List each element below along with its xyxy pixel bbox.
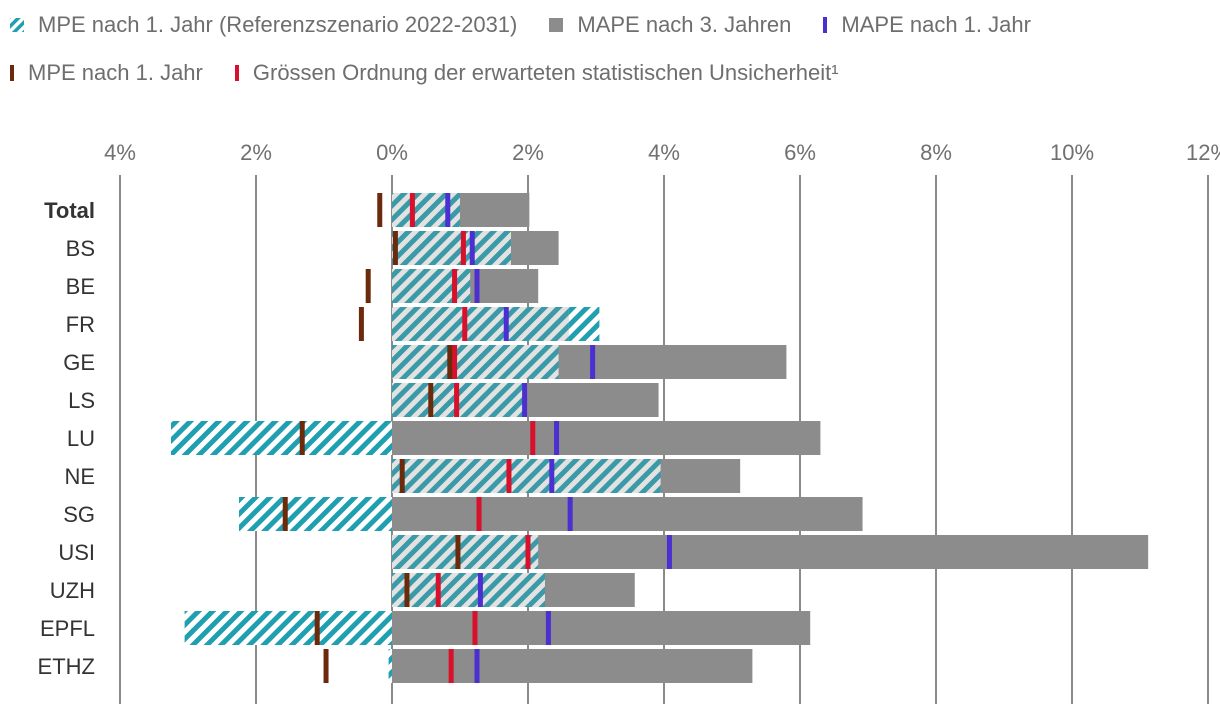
legend-label-mape1: MAPE nach 1. Jahr	[841, 12, 1031, 37]
category-label: FR	[66, 312, 95, 337]
bar-mpe-referenz	[392, 231, 511, 265]
marker-unsicherheit	[435, 573, 441, 607]
marker-mpe-1-jahr	[392, 231, 398, 265]
purple-tick-icon	[823, 17, 828, 33]
marker-unsicherheit	[476, 497, 482, 531]
marker-unsicherheit	[452, 345, 458, 379]
category-labels: Total BS BE FR GE LS LU NE SG USI UZH EPFL ETHZ	[38, 198, 95, 679]
bars-layer	[171, 193, 1149, 683]
bar-mape-3-jahre	[392, 649, 753, 683]
marker-mpe-1-jahr	[447, 345, 453, 379]
legend-item-mape3: MAPE nach 3. Jahren	[547, 12, 791, 38]
marker-mape-1-jahr	[545, 611, 551, 645]
x-tick-label: 2%	[240, 140, 272, 165]
x-tick-label: 6%	[784, 140, 816, 165]
x-tick-label: 0%	[376, 140, 408, 165]
marker-mape-1-jahr	[666, 535, 672, 569]
category-label: GE	[63, 350, 95, 375]
marker-mape-1-jahr	[522, 383, 528, 417]
category-label: LU	[67, 426, 95, 451]
marker-unsicherheit	[448, 649, 454, 683]
category-label: LS	[68, 388, 95, 413]
x-tick-label: 10%	[1050, 140, 1094, 165]
marker-mpe-1-jahr	[399, 459, 405, 493]
x-tick-label: 2%	[512, 140, 544, 165]
marker-unsicherheit	[460, 231, 466, 265]
category-label: BS	[66, 236, 95, 261]
bar-mape-3-jahre	[392, 611, 811, 645]
marker-mape-1-jahr	[567, 497, 573, 531]
marker-mpe-1-jahr	[323, 649, 329, 683]
marker-unsicherheit	[409, 193, 415, 227]
bar-mape-3-jahre	[392, 497, 863, 531]
marker-unsicherheit	[472, 611, 478, 645]
marker-mape-1-jahr	[503, 307, 509, 341]
category-label: EPFL	[40, 616, 95, 641]
markers-layer	[282, 193, 672, 683]
legend-item-mape1: MAPE nach 1. Jahr	[821, 12, 1031, 38]
bar-mpe-referenz	[388, 649, 392, 683]
legend-item-mpe1: MPE nach 1. Jahr	[8, 60, 203, 86]
legend-label-mpe-ref: MPE nach 1. Jahr (Referenzszenario 2022-…	[38, 12, 518, 37]
bar-mpe-referenz	[392, 269, 471, 303]
category-label: BE	[66, 274, 95, 299]
bar-mpe-referenz	[171, 421, 392, 455]
marker-mape-1-jahr	[554, 421, 560, 455]
category-label: Total	[44, 198, 95, 223]
marker-unsicherheit	[452, 269, 458, 303]
bar-mpe-referenz	[392, 307, 569, 341]
marker-mpe-1-jahr	[455, 535, 461, 569]
marker-mape-1-jahr	[474, 269, 480, 303]
bar-mpe-referenz	[392, 345, 559, 379]
marker-mpe-1-jahr	[358, 307, 364, 341]
legend-label-mpe1: MPE nach 1. Jahr	[28, 60, 203, 85]
x-tick-label: 8%	[920, 140, 952, 165]
marker-mpe-1-jahr	[377, 193, 383, 227]
marker-mpe-1-jahr	[428, 383, 434, 417]
category-label: USI	[58, 540, 95, 565]
marker-mape-1-jahr	[469, 231, 475, 265]
x-tick-label: 12%	[1186, 140, 1220, 165]
bar-mpe-referenz	[184, 611, 392, 645]
bar-mpe-referenz	[392, 459, 661, 493]
marker-mpe-1-jahr	[299, 421, 305, 455]
category-label: NE	[64, 464, 95, 489]
marker-unsicherheit	[525, 535, 531, 569]
axis-tick-labels: 4% 2% 0% 2% 4% 6% 8% 10% 12%	[104, 140, 1220, 165]
legend-item-mpe-ref: MPE nach 1. Jahr (Referenzszenario 2022-…	[8, 12, 517, 38]
marker-mpe-1-jahr	[314, 611, 320, 645]
bar-mpe-referenz	[392, 535, 539, 569]
legend-label-mape3: MAPE nach 3. Jahren	[577, 12, 792, 37]
x-tick-label: 4%	[648, 140, 680, 165]
bar-mpe-referenz	[392, 573, 545, 607]
marker-mpe-1-jahr	[282, 497, 288, 531]
x-tick-label: 4%	[104, 140, 136, 165]
legend-row-2: MPE nach 1. Jahr Grössen Ordnung der erw…	[8, 60, 869, 86]
marker-unsicherheit	[506, 459, 512, 493]
marker-mape-1-jahr	[549, 459, 555, 493]
category-label: SG	[63, 502, 95, 527]
gray-square-icon	[549, 18, 564, 32]
legend-row-1: MPE nach 1. Jahr (Referenzszenario 2022-…	[8, 12, 1061, 38]
brown-tick-icon	[10, 65, 14, 81]
legend-label-unc: Grössen Ordnung der erwarteten statistis…	[252, 60, 839, 85]
marker-mape-1-jahr	[590, 345, 596, 379]
category-label: ETHZ	[38, 654, 95, 679]
marker-unsicherheit	[454, 383, 460, 417]
marker-mpe-1-jahr	[404, 573, 410, 607]
marker-mape-1-jahr	[477, 573, 483, 607]
category-label: UZH	[50, 578, 95, 603]
marker-mpe-1-jahr	[365, 269, 371, 303]
hatched-swatch-icon	[10, 18, 24, 32]
legend-item-unc: Grössen Ordnung der erwarteten statistis…	[233, 60, 839, 86]
bar-mape-3-jahre	[392, 421, 821, 455]
bar-mpe-referenz-extension	[568, 307, 600, 341]
marker-mape-1-jahr	[445, 193, 451, 227]
marker-unsicherheit	[462, 307, 468, 341]
marker-mape-1-jahr	[474, 649, 480, 683]
bar-mpe-referenz	[239, 497, 392, 531]
red-tick-icon	[234, 65, 239, 81]
marker-unsicherheit	[530, 421, 536, 455]
